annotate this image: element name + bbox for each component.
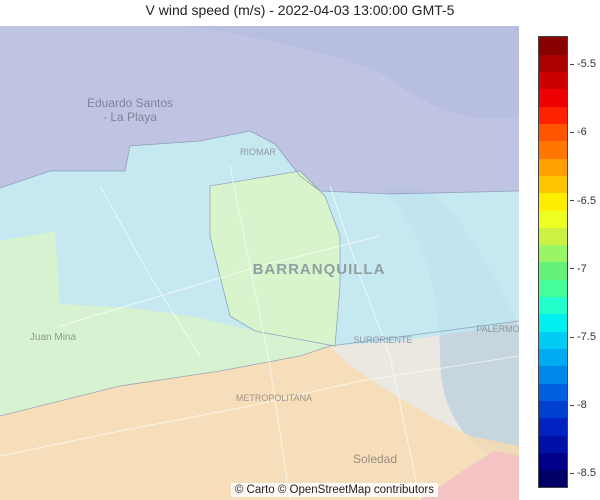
- colorbar-segment: [539, 365, 567, 384]
- colorbar-segment: [539, 71, 567, 90]
- colorbar-segment: [539, 88, 567, 107]
- label-soledad: Soledad: [353, 452, 397, 466]
- colorbar-segment: [539, 175, 567, 194]
- label-barranquilla: BARRANQUILLA: [253, 261, 386, 278]
- colorbar-tick-label: -8.5: [570, 467, 596, 479]
- region-center: [210, 171, 340, 346]
- colorbar-segment: [539, 400, 567, 419]
- colorbar-tick-label: -8: [570, 399, 587, 411]
- label-eduardo-santos-1: Eduardo Santos: [87, 96, 173, 110]
- colorbar-segment: [539, 210, 567, 228]
- colorbar-tick-label: -7: [570, 263, 587, 275]
- colorbar-segment: [539, 244, 567, 263]
- colorbar-segment: [539, 227, 567, 246]
- road-network: [0, 165, 519, 500]
- label-metropolitana: METROPOLITANA: [236, 393, 312, 403]
- region-southeast: [420, 451, 519, 500]
- colorbar-tick-label: -5.5: [570, 58, 596, 70]
- region-north: [0, 26, 519, 194]
- map-attribution[interactable]: © Carto © OpenStreetMap contributors: [230, 483, 438, 497]
- colorbar-segment: [539, 158, 567, 176]
- colorbar-tick-label: -7.5: [570, 331, 596, 343]
- colorbar-segment: [539, 383, 567, 401]
- region-west: [0, 231, 330, 416]
- region-borders: [0, 130, 519, 417]
- region-south: [0, 346, 519, 500]
- colorbar-segment: [539, 331, 567, 350]
- colorbar-segment: [539, 192, 567, 211]
- colorbar-segment: [539, 106, 567, 125]
- colorbar-tick-label: -6.5: [570, 195, 596, 207]
- colorbar-segment: [539, 123, 567, 142]
- map-svg: Eduardo Santos - La Playa RIOMAR BARRANQ…: [0, 26, 519, 500]
- colorbar-tick-label: -6: [570, 126, 587, 138]
- label-juan-mina: Juan Mina: [30, 332, 77, 343]
- colorbar-segment: [539, 435, 567, 453]
- colorbar-segment: [539, 348, 567, 367]
- colorbar-segment: [539, 262, 567, 280]
- colorbar-segment: [539, 417, 567, 436]
- label-suroriente: SURORIENTE: [353, 335, 412, 345]
- colorbar-segment: [539, 140, 567, 159]
- colorbar-segment: [539, 37, 567, 55]
- colorbar-segment: [539, 54, 567, 73]
- colorbar-segment: [539, 469, 567, 488]
- label-riomar: RIOMAR: [240, 147, 277, 157]
- colorbar: [538, 36, 568, 488]
- label-palermo: PALERMO: [476, 324, 519, 334]
- colorbar-segment: [539, 296, 567, 315]
- label-eduardo-santos-2: - La Playa: [103, 110, 157, 124]
- map-area[interactable]: Eduardo Santos - La Playa RIOMAR BARRANQ…: [0, 26, 519, 500]
- colorbar-segment: [539, 452, 567, 471]
- colorbar-segment: [539, 313, 567, 332]
- colorbar-segment: [539, 279, 567, 298]
- map-title: V wind speed (m/s) - 2022-04-03 13:00:00…: [145, 2, 455, 18]
